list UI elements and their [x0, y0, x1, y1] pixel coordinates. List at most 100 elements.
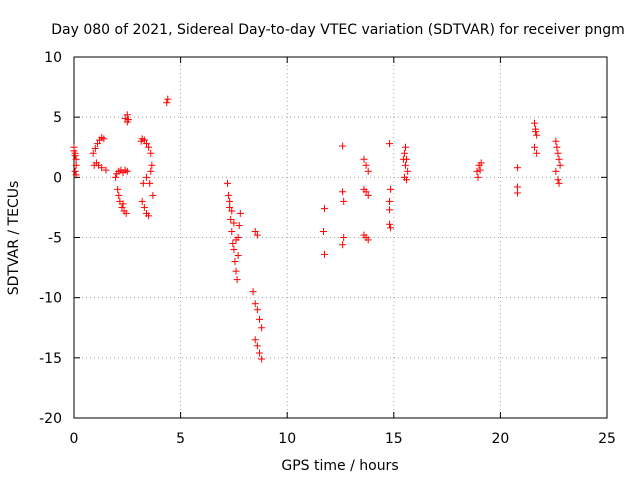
data-point — [91, 144, 99, 152]
data-point — [255, 349, 263, 357]
data-point — [321, 250, 329, 258]
data-point — [402, 161, 410, 169]
data-point — [115, 191, 123, 199]
data-point — [339, 142, 347, 150]
data-point — [340, 234, 348, 241]
data-point — [147, 167, 155, 175]
data-point — [403, 155, 411, 163]
data-point — [386, 140, 394, 148]
y-tick-label: 5 — [53, 110, 62, 126]
data-point — [140, 203, 148, 211]
data-point — [146, 179, 154, 187]
data-points — [70, 95, 564, 363]
data-point — [474, 173, 482, 181]
data-point — [251, 227, 259, 235]
axis-ticks: 0 5 10 15 20 25 10 5 0 -5 -10 -15 -20 — [39, 50, 616, 447]
y-axis-label: SDTVAR / TECUs — [6, 181, 22, 296]
data-point — [387, 224, 395, 232]
data-point — [253, 342, 261, 350]
data-point — [403, 176, 411, 184]
data-point — [531, 143, 539, 151]
x-tick-label: 25 — [598, 431, 616, 447]
data-point — [164, 95, 172, 103]
data-point — [145, 143, 153, 151]
data-point — [138, 197, 146, 205]
data-point — [122, 209, 130, 217]
data-point — [229, 240, 237, 248]
data-point — [386, 206, 394, 214]
data-point — [253, 306, 261, 314]
data-point — [553, 143, 561, 151]
data-point — [364, 167, 372, 175]
data-point — [362, 188, 370, 196]
y-tick-label: 0 — [53, 170, 62, 186]
data-point — [364, 191, 372, 199]
x-axis-label: GPS time / hours — [281, 458, 398, 474]
data-point — [236, 209, 244, 217]
data-point — [72, 155, 80, 163]
data-point — [140, 136, 148, 144]
data-point — [477, 159, 485, 167]
data-point — [142, 140, 150, 148]
data-point — [102, 166, 110, 174]
data-point — [255, 315, 263, 323]
x-tick-label: 10 — [278, 431, 296, 447]
data-point — [319, 227, 327, 235]
data-point — [321, 205, 329, 213]
data-point — [533, 149, 541, 157]
data-point — [98, 164, 106, 172]
data-point — [555, 155, 563, 163]
data-point — [339, 188, 347, 196]
data-point — [531, 119, 539, 127]
data-point — [227, 215, 235, 223]
data-point — [149, 191, 157, 199]
data-point — [139, 179, 147, 187]
data-point — [89, 149, 97, 157]
chart-title: Day 080 of 2021, Sidereal Day-to-day VTE… — [51, 22, 625, 38]
x-tick-label: 5 — [176, 431, 185, 447]
data-point — [513, 164, 521, 172]
data-point — [476, 166, 484, 174]
data-point — [386, 197, 394, 205]
data-point — [387, 185, 395, 193]
y-tick-label: -10 — [39, 291, 62, 307]
data-point — [473, 167, 481, 175]
data-point — [386, 220, 394, 228]
data-point — [249, 288, 257, 296]
data-point — [400, 149, 408, 157]
data-point — [228, 207, 236, 215]
data-point — [118, 203, 126, 211]
data-point — [121, 114, 129, 122]
data-point — [100, 135, 108, 143]
data-point — [145, 212, 153, 220]
data-point — [233, 276, 241, 284]
y-tick-label: 10 — [44, 50, 62, 66]
data-point — [93, 140, 101, 148]
data-point — [231, 258, 239, 266]
data-point — [360, 155, 368, 163]
data-point — [224, 179, 232, 187]
data-point — [251, 336, 259, 344]
grid-layer — [74, 57, 607, 418]
data-point — [258, 324, 266, 332]
x-tick-label: 0 — [70, 431, 79, 447]
data-point — [123, 167, 131, 175]
data-point — [533, 131, 541, 139]
data-point — [554, 176, 562, 184]
data-point — [112, 173, 120, 181]
data-point — [554, 149, 562, 157]
data-point — [552, 167, 560, 175]
data-point — [119, 200, 127, 208]
x-tick-label: 20 — [491, 431, 509, 447]
data-point — [114, 185, 122, 193]
data-point — [339, 241, 347, 249]
data-point — [404, 167, 412, 175]
data-point — [532, 128, 540, 136]
data-point — [362, 161, 370, 169]
data-point — [253, 231, 261, 239]
data-point — [226, 203, 234, 211]
data-point — [513, 189, 521, 197]
data-point — [235, 221, 243, 229]
y-tick-label: -20 — [39, 411, 62, 427]
data-point — [148, 161, 156, 169]
